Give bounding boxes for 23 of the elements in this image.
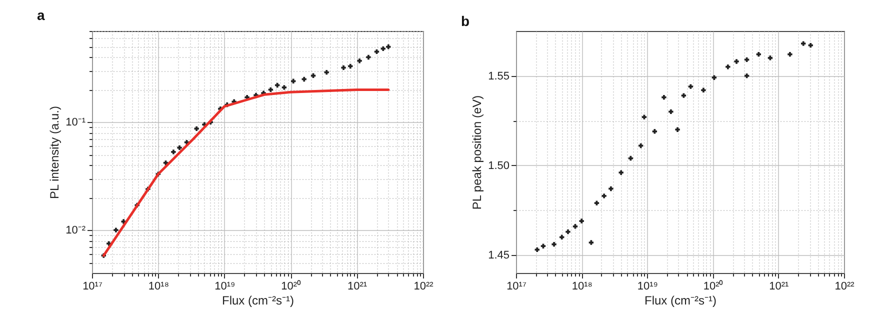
y-tick-label: 1.55 bbox=[488, 70, 510, 82]
x-axis-title: Flux (cm⁻²s⁻¹) bbox=[222, 294, 294, 308]
chart-title: b bbox=[461, 13, 470, 29]
x-tick-label: 10¹⁸ bbox=[148, 280, 169, 292]
y-tick-label: 10⁻² bbox=[66, 224, 86, 237]
x-tick-label: 10¹⁷ bbox=[506, 280, 526, 292]
x-tick-label: 10²¹ bbox=[769, 280, 790, 292]
x-tick-label: 10²⁰ bbox=[703, 280, 724, 292]
x-tick-label: 10¹⁸ bbox=[572, 280, 592, 292]
x-tick-label: 10²⁰ bbox=[281, 280, 302, 292]
chart-title: a bbox=[37, 7, 45, 23]
x-tick-label: 10¹⁹ bbox=[214, 280, 236, 292]
x-axis-title: Flux (cm⁻²s⁻¹) bbox=[644, 294, 716, 308]
x-tick-label: 10²² bbox=[834, 280, 855, 292]
x-tick-label: 10²¹ bbox=[348, 280, 368, 292]
y-axis-title: PL intensity (a.u.) bbox=[48, 106, 62, 199]
y-tick-label: 1.50 bbox=[488, 160, 510, 172]
y-tick-label: 10⁻¹ bbox=[66, 116, 86, 129]
x-tick-label: 10¹⁹ bbox=[637, 280, 658, 292]
y-axis-title: PL peak position (eV) bbox=[470, 95, 484, 210]
y-tick-label: 1.45 bbox=[488, 250, 510, 262]
x-tick-label: 10²² bbox=[414, 280, 434, 292]
x-tick-label: 10¹⁷ bbox=[82, 280, 102, 292]
